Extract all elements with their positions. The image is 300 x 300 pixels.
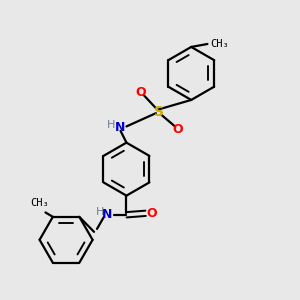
Text: H: H [96,207,104,217]
Text: CH₃: CH₃ [30,198,49,208]
Text: N: N [116,122,126,134]
Text: H: H [107,120,115,130]
Text: O: O [173,123,183,136]
Text: S: S [154,105,164,119]
Text: CH₃: CH₃ [210,39,229,49]
Text: N: N [102,208,112,221]
Text: O: O [146,207,157,220]
Text: O: O [136,86,146,99]
